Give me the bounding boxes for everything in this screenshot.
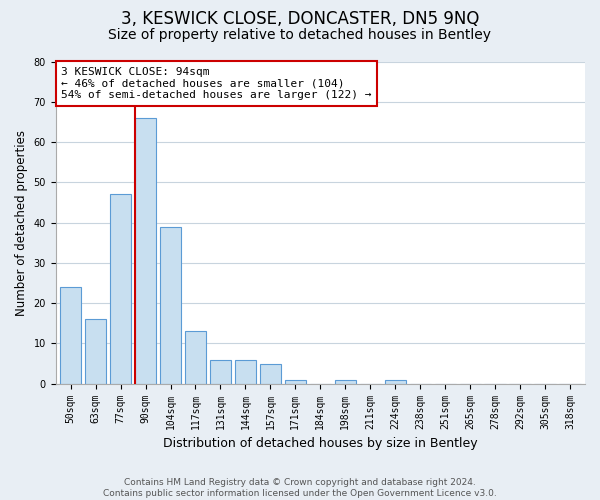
Text: Size of property relative to detached houses in Bentley: Size of property relative to detached ho…: [109, 28, 491, 42]
Bar: [60, 287, 81, 384]
X-axis label: Distribution of detached houses by size in Bentley: Distribution of detached houses by size …: [163, 437, 478, 450]
Bar: [185, 332, 206, 384]
Text: Contains HM Land Registry data © Crown copyright and database right 2024.
Contai: Contains HM Land Registry data © Crown c…: [103, 478, 497, 498]
Text: 3 KESWICK CLOSE: 94sqm
← 46% of detached houses are smaller (104)
54% of semi-de: 3 KESWICK CLOSE: 94sqm ← 46% of detached…: [61, 67, 372, 100]
Bar: [285, 380, 306, 384]
Bar: [385, 380, 406, 384]
Y-axis label: Number of detached properties: Number of detached properties: [15, 130, 28, 316]
Bar: [160, 226, 181, 384]
Bar: [85, 320, 106, 384]
Bar: [260, 364, 281, 384]
Text: 3, KESWICK CLOSE, DONCASTER, DN5 9NQ: 3, KESWICK CLOSE, DONCASTER, DN5 9NQ: [121, 10, 479, 28]
Bar: [135, 118, 156, 384]
Bar: [335, 380, 356, 384]
Bar: [210, 360, 231, 384]
Bar: [110, 194, 131, 384]
Bar: [235, 360, 256, 384]
